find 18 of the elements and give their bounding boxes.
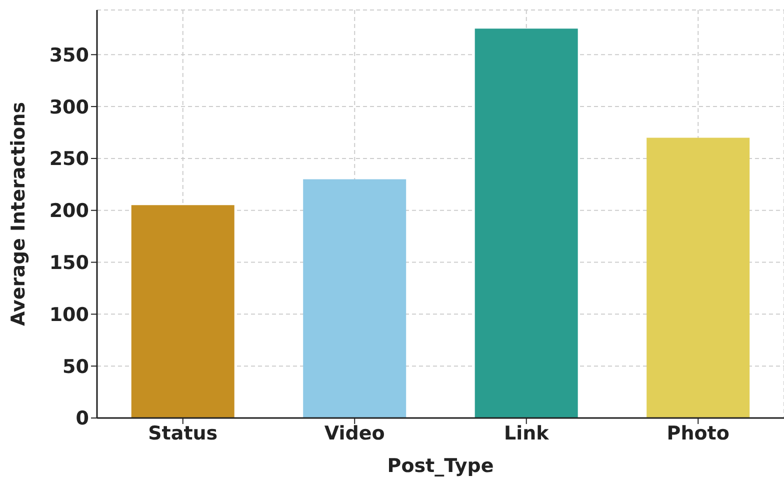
y-tick-label: 250 [49, 148, 89, 170]
y-tick-label: 0 [76, 408, 89, 430]
y-tick-label: 300 [49, 96, 89, 118]
y-tick-label: 150 [49, 252, 89, 274]
bar [474, 28, 578, 418]
bar [303, 179, 406, 418]
bar [646, 138, 750, 418]
x-tick-label: Video [324, 422, 385, 444]
y-tick-label: 350 [49, 44, 89, 66]
y-tick-label: 50 [62, 356, 89, 378]
y-tick-label: 100 [49, 304, 89, 326]
x-tick-label: Status [148, 422, 218, 444]
x-tick-label: Photo [666, 422, 730, 444]
x-axis-title: Post_Type [387, 455, 494, 477]
y-tick-label: 200 [49, 200, 89, 222]
bar [131, 205, 234, 418]
y-axis-title: Average Interactions [8, 102, 30, 326]
x-tick-label: Link [504, 422, 550, 444]
